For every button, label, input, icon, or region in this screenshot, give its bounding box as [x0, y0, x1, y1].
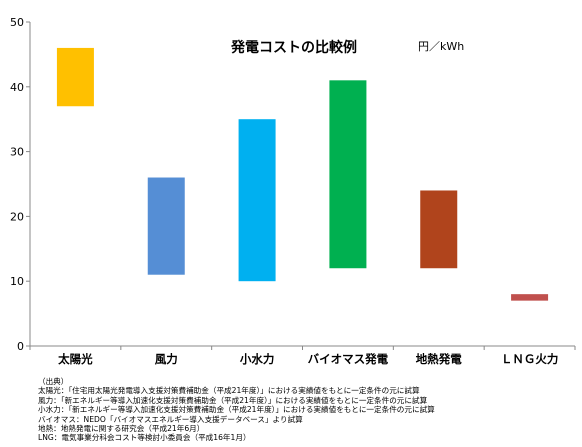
bar-5	[511, 294, 549, 301]
x-axis: 太陽光 風力 小水力 バイオマス発電 地熱発電 ＬＮＧ火力	[29, 345, 576, 366]
bar-1	[147, 177, 185, 275]
y-axis: 0 10 20 30 40 50	[10, 16, 31, 353]
bars	[56, 47, 549, 301]
note-line-3: 小水力：「新エネルギー等導入加速化支援対策費補助金（平成21年度）」における実績…	[38, 405, 435, 415]
note-line-5: 地熱：地熱発電に関する研究会（平成21年6月）	[38, 424, 205, 434]
x-tick-label-5: ＬＮＧ火力	[501, 352, 559, 366]
x-tick-label-2: 小水力	[239, 352, 275, 366]
x-tick-label-1: 風力	[155, 352, 178, 366]
y-tick-label-2: 20	[10, 210, 24, 223]
source-notes: （出典） 太陽光：「住宅用太陽光発電導入支援対策費補助金（平成21年度）」におけ…	[38, 377, 578, 443]
bar-0	[56, 47, 94, 107]
x-tick-label-4: 地熱発電	[416, 352, 462, 366]
x-tick-label-0: 太陽光	[57, 352, 93, 366]
bar-4	[420, 190, 458, 269]
note-line-4: バイオマス：NEDO「バイオマスエネルギー導入支援データベース」より試算	[38, 414, 303, 424]
y-tick-label-1: 10	[10, 275, 24, 288]
notes-heading: （出典）	[38, 377, 69, 386]
x-tick-label-3: バイオマス発電	[308, 352, 389, 366]
y-tick-label-0: 0	[17, 340, 24, 353]
bar-3	[329, 80, 367, 269]
cost-chart: 発電コストの比較例 円／kWh 0 10 20 30 40 50 太陽光 風力 小水力 バイオマ…	[10, 16, 576, 366]
y-tick-label-4: 40	[10, 81, 24, 94]
note-line-1: 太陽光：「住宅用太陽光発電導入支援対策費補助金（平成21年度）」における実績値を…	[38, 386, 420, 396]
note-line-6: LNG：電気事業分科会コスト等検討小委員会（平成16年1月）	[38, 433, 251, 443]
unit-label: 円／kWh	[418, 40, 464, 53]
note-line-2: 風力：「新エネルギー等導入加速化支援対策費補助金（平成21年度）」における実績値…	[38, 395, 428, 405]
y-tick-label-3: 30	[10, 146, 24, 159]
chart-title: 発電コストの比較例	[230, 39, 357, 56]
bar-2	[238, 119, 276, 282]
y-tick-label-5: 50	[10, 16, 24, 29]
